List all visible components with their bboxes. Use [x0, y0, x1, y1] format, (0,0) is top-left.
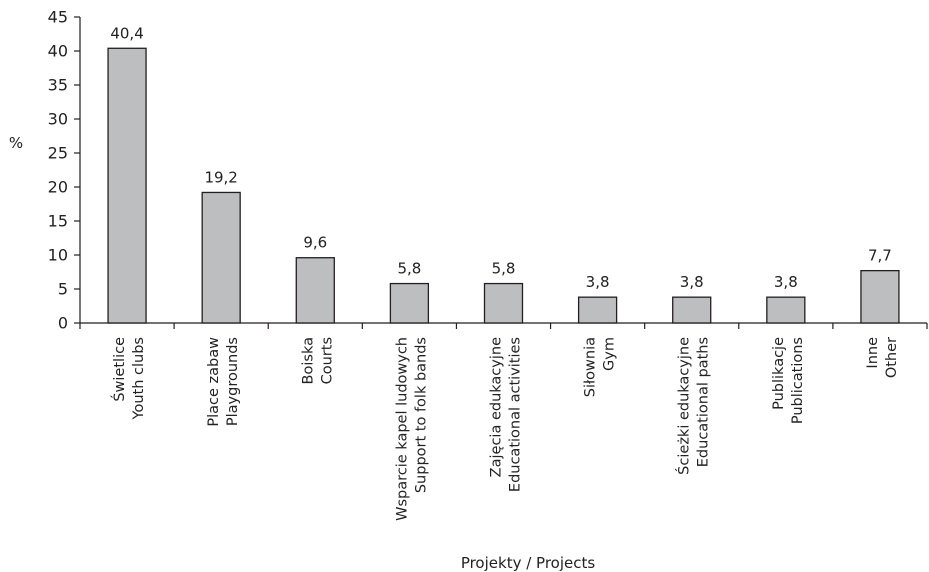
data-label: 40,4 — [110, 24, 143, 42]
y-axis-title: % — [9, 134, 23, 152]
y-axis: 0 5 10 15 20 25 30 35 40 45 — [48, 8, 81, 333]
data-label: 19,2 — [204, 168, 237, 186]
category-label: Inne Other — [865, 337, 900, 378]
category-label-line1: Zajęcia edukacyjne — [489, 337, 505, 477]
category-label-line2: Support to folk bands — [413, 337, 429, 493]
y-tick-label: 0 — [58, 314, 68, 333]
y-tick-label: 10 — [48, 246, 68, 265]
category-label-line1: Place zabaw — [206, 337, 222, 427]
bar — [295, 257, 335, 324]
x-axis-title: Projekty / Projects — [461, 554, 596, 572]
category-label-line1: Świetlice — [110, 337, 128, 402]
category-label-line2: Educational activities — [508, 337, 524, 492]
bar — [766, 296, 806, 324]
y-tick-label: 30 — [48, 110, 68, 129]
data-label: 7,7 — [868, 247, 892, 265]
category-label-line1: Ścieżki edukacyjne — [675, 337, 693, 475]
category-label: Świetlice Youth clubs — [110, 337, 147, 421]
bars — [107, 47, 900, 324]
category-label-line1: Inne — [865, 337, 881, 369]
y-tick-label: 25 — [48, 144, 68, 163]
bar — [672, 296, 712, 324]
data-label: 3,8 — [680, 273, 704, 291]
category-label: Place zabaw Playgrounds — [206, 337, 241, 427]
category-labels: Świetlice Youth clubs Place zabaw Playgroun… — [110, 337, 900, 521]
category-label-line2: Publications — [790, 337, 806, 424]
data-label: 9,6 — [303, 234, 327, 252]
y-tick-label: 15 — [48, 212, 68, 231]
category-label-line2: Playgrounds — [225, 337, 241, 426]
data-labels: 40,4 19,2 9,6 5,8 5,8 3,8 3,8 3,8 7,7 — [110, 24, 892, 291]
y-tick-label: 35 — [48, 76, 68, 95]
data-label: 3,8 — [774, 273, 798, 291]
bar — [577, 296, 618, 324]
category-label-line1: Boiska — [300, 337, 316, 384]
category-label: Zajęcia edukacyjne Educational activities — [489, 337, 524, 492]
category-label-line2: Youth clubs — [131, 337, 147, 420]
bar — [389, 282, 430, 324]
data-label: 5,8 — [397, 260, 421, 278]
data-label: 5,8 — [492, 260, 516, 278]
category-label: Publikacje Publications — [771, 337, 806, 424]
bar — [201, 191, 241, 324]
category-label: Ścieżki edukacyjne Educational paths — [675, 337, 712, 475]
category-label-line2: Other — [884, 337, 900, 378]
category-label-line2: Educational paths — [696, 337, 712, 467]
x-axis — [79, 322, 928, 329]
category-label-line2: Gym — [602, 337, 618, 371]
bar — [860, 269, 900, 324]
y-tick-label: 40 — [48, 42, 68, 61]
bar — [483, 282, 524, 324]
category-label: Boiska Courts — [300, 337, 335, 384]
category-label-line1: Siłownia — [583, 337, 599, 397]
data-label: 3,8 — [586, 273, 610, 291]
bar — [107, 47, 147, 324]
y-tick-label: 5 — [58, 280, 68, 299]
category-label: Siłownia Gym — [583, 337, 618, 397]
category-label-line2: Courts — [319, 337, 335, 384]
category-label-line1: Wsparcie kapel ludowych — [394, 337, 410, 521]
y-tick-label: 45 — [48, 8, 68, 27]
category-label: Wsparcie kapel ludowych Support to folk b… — [394, 337, 429, 521]
category-label-line1: Publikacje — [771, 337, 787, 410]
y-tick-label: 20 — [48, 178, 68, 197]
